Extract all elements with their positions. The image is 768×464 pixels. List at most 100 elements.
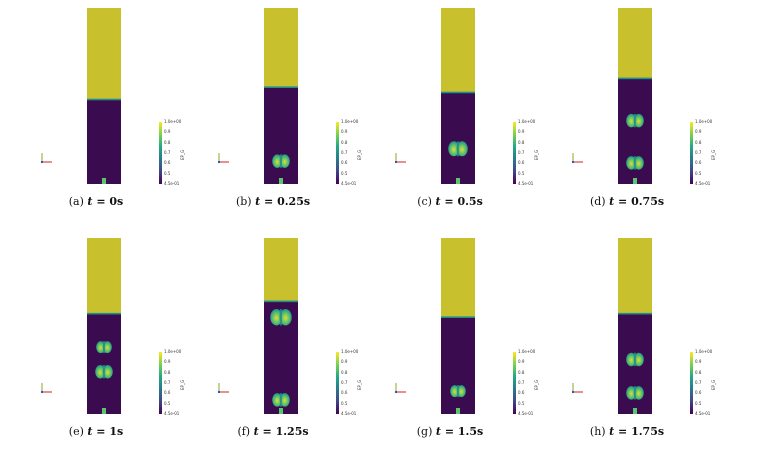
inlet-jet	[633, 178, 637, 184]
freeboard-region	[618, 238, 652, 314]
caption-eq: =	[614, 195, 632, 208]
colorbar-tick-label: 0.6	[341, 390, 348, 396]
axes-triad	[571, 383, 583, 394]
colorbar-tick-label: 0.6	[164, 390, 171, 396]
axes-triad	[571, 153, 583, 164]
colorbar-tick-label: 1.0e+00	[164, 119, 182, 124]
bed-region	[264, 87, 298, 184]
contour-plot	[394, 238, 516, 414]
caption-val: 1s	[109, 425, 124, 438]
colorbar	[513, 352, 516, 414]
inlet-jet	[456, 408, 460, 414]
gas-bubble	[626, 352, 644, 367]
caption-t: t	[87, 425, 93, 438]
gas-bubble	[272, 154, 290, 168]
bed-surface	[264, 300, 298, 303]
caption-t: t	[435, 425, 441, 438]
colorbar-tick-label: 0.6	[695, 160, 702, 166]
figure-panel: 1.0e+00 0.9 0.8 0.7 0.6 0.5 4.5e-01 EP_G (f) t =…	[177, 230, 369, 462]
inlet-jet	[279, 408, 283, 414]
gas-bubble	[626, 156, 644, 170]
figure-panel: 1.0e+00 0.9 0.8 0.7 0.6 0.5 4.5e-01 EP_G (c) t =…	[354, 0, 546, 232]
caption-eq: =	[260, 195, 278, 208]
caption-val: 1.25s	[275, 425, 309, 438]
colorbar-tick-label: 0.7	[518, 150, 525, 155]
colorbar-tick-label: 1.0e+00	[518, 119, 536, 124]
caption-lbl: (a)	[68, 195, 88, 208]
colorbar-tick-label: 4.5e-01	[341, 181, 357, 186]
colorbar-tick-label: 0.8	[695, 369, 702, 375]
colorbar-tick-label: 0.5	[341, 400, 348, 406]
colorbar	[690, 122, 693, 184]
inlet-jet	[102, 178, 106, 184]
colorbar-tick-label: 1.0e+00	[341, 119, 359, 124]
figure-panel: 1.0e+00 0.9 0.8 0.7 0.6 0.5 4.5e-01 EP_G (b) t =…	[177, 0, 369, 232]
colorbar-tick-label: 4.5e-01	[341, 411, 357, 416]
colorbar	[336, 352, 339, 414]
caption-lbl: (b)	[235, 195, 256, 208]
freeboard-region	[441, 8, 475, 93]
colorbar	[159, 352, 162, 414]
colorbar	[159, 122, 162, 184]
colorbar-tick-label: 4.5e-01	[518, 411, 534, 416]
colorbar-tick-label: 0.8	[518, 369, 525, 375]
colorbar-tick-label: 1.0e+00	[164, 349, 182, 354]
caption-val: 0s	[109, 195, 124, 208]
panel-caption: (c) t = 0.5s	[354, 195, 546, 208]
figure-panel: 1.0e+00 0.9 0.8 0.7 0.6 0.5 4.5e-01 EP_G (a) t =…	[0, 0, 192, 232]
colorbar-tick-label: 4.5e-01	[164, 411, 180, 416]
colorbar	[690, 352, 693, 414]
caption-t: t	[255, 195, 261, 208]
colorbar-tick-label: 0.8	[341, 369, 348, 375]
colorbar-tick-label: 0.9	[695, 129, 702, 135]
freeboard-region	[264, 238, 298, 302]
caption-lbl: (c)	[417, 195, 436, 208]
figure-panel: 1.0e+00 0.9 0.8 0.7 0.6 0.5 4.5e-01 EP_G (e) t =…	[0, 230, 192, 462]
axes-triad	[217, 383, 229, 394]
colorbar-tick-label: 1.0e+00	[695, 349, 713, 354]
colorbar-tick-label: 0.7	[341, 150, 348, 155]
colorbar-tick-label: 0.8	[164, 139, 171, 145]
caption-val: 0.25s	[277, 195, 311, 208]
colorbar-tick-label: 0.9	[518, 359, 525, 365]
figure-panel: 1.0e+00 0.9 0.8 0.7 0.6 0.5 4.5e-01 EP_G (h) t =…	[531, 230, 723, 462]
contour-plot	[217, 238, 339, 414]
freeboard-region	[264, 8, 298, 88]
gas-bubble	[448, 141, 468, 157]
caption-val: 0.75s	[631, 195, 665, 208]
axes-triad	[40, 383, 52, 394]
colorbar-tick-label: 4.5e-01	[518, 181, 534, 186]
bed-surface	[441, 91, 475, 94]
contour-plot	[217, 8, 339, 184]
contour-plot	[394, 8, 516, 184]
freeboard-region	[618, 8, 652, 79]
colorbar-tick-label: 0.7	[695, 380, 702, 385]
colorbar-tick-label: 0.7	[164, 150, 171, 155]
figure-panel: 1.0e+00 0.9 0.8 0.7 0.6 0.5 4.5e-01 EP_G (g) t =…	[354, 230, 546, 462]
colorbar-tick-label: 1.0e+00	[695, 119, 713, 124]
colorbar-tick-label: 0.9	[518, 129, 525, 135]
caption-t: t	[609, 195, 615, 208]
caption-t: t	[435, 195, 441, 208]
caption-eq: =	[440, 425, 458, 438]
panel-caption: (a) t = 0s	[0, 195, 192, 208]
colorbar-tick-label: 0.5	[695, 170, 702, 176]
axes-triad	[217, 153, 229, 164]
caption-t: t	[87, 195, 93, 208]
colorbar-tick-label: 0.7	[518, 380, 525, 385]
axes-triad	[394, 383, 406, 394]
caption-eq: =	[92, 425, 110, 438]
bed-surface	[618, 77, 652, 80]
colorbar-tick-label: 0.6	[518, 390, 525, 396]
bed-surface	[618, 312, 652, 315]
colorbar-tick-label: 4.5e-01	[695, 411, 711, 416]
bed-surface	[264, 86, 298, 88]
inlet-jet	[456, 178, 460, 184]
colorbar	[336, 122, 339, 184]
colorbar-title: EP_G	[711, 379, 716, 390]
caption-eq: =	[92, 195, 110, 208]
gas-bubble	[96, 341, 112, 354]
contour-plot	[571, 8, 693, 184]
colorbar-tick-label: 0.5	[695, 400, 702, 406]
colorbar-tick-label: 0.8	[341, 139, 348, 145]
